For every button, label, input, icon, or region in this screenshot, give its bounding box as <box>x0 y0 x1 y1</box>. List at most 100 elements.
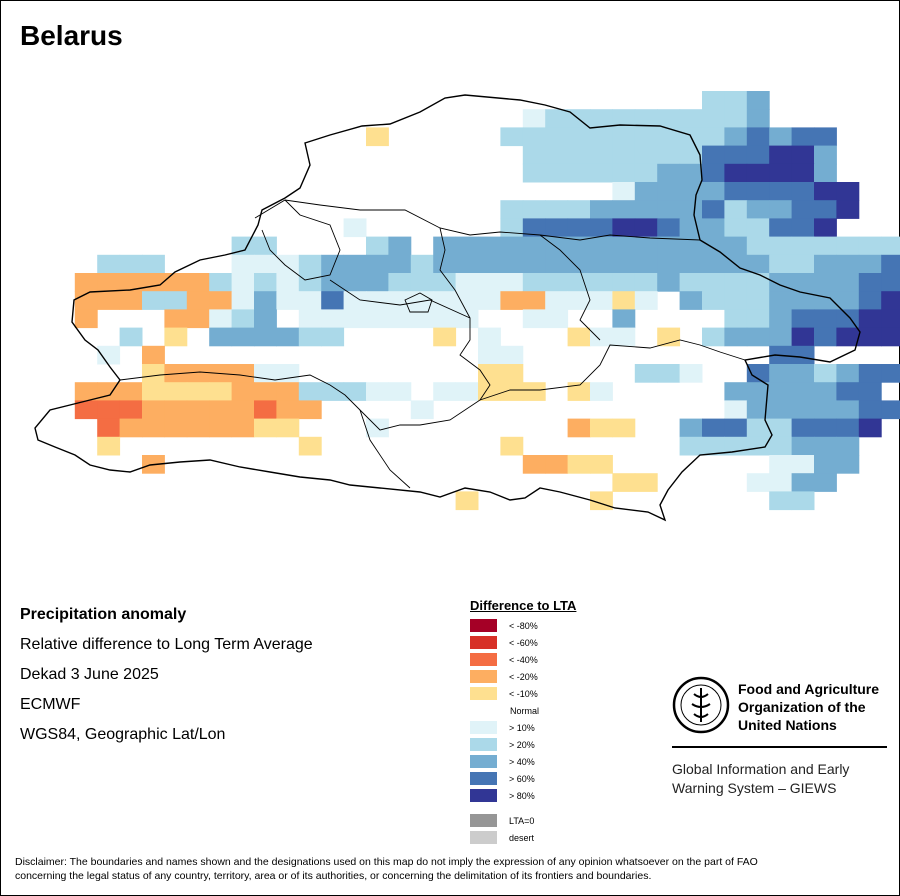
grid-cell <box>702 163 725 183</box>
grid-cell <box>612 327 636 347</box>
grid-cell <box>746 218 770 238</box>
grid-cell <box>410 273 434 292</box>
grid-cell <box>164 309 188 329</box>
grid-cell <box>657 127 681 147</box>
grid-cell <box>858 418 882 438</box>
grid-cell <box>545 127 569 147</box>
info-heading: Precipitation anomaly <box>20 606 187 623</box>
grid-cell <box>814 127 837 147</box>
legend-label: > 80% <box>509 790 535 801</box>
grid-cell <box>612 145 636 165</box>
grid-cell <box>343 309 367 329</box>
grid-cell <box>366 382 389 401</box>
grid-cell <box>186 400 210 420</box>
grid-cell <box>567 254 591 274</box>
grid-cell <box>679 109 703 128</box>
grid-cell <box>702 436 725 456</box>
legend-extra: LTA=0 desert <box>470 812 576 846</box>
grid-cell <box>410 309 434 329</box>
grid-cell <box>455 291 479 310</box>
grid-cell <box>410 400 434 420</box>
grid-cell <box>567 455 591 474</box>
grid-cell <box>74 291 98 310</box>
grid-cell <box>746 364 770 383</box>
grid-cell <box>836 236 860 256</box>
grid-cell <box>545 145 569 165</box>
grid-cell <box>298 254 322 274</box>
grid-cell <box>791 127 815 147</box>
precipitation-anomaly-map[interactable] <box>0 0 900 560</box>
grid-cell <box>74 400 98 420</box>
org-line: Organization of the <box>738 699 866 715</box>
grid-cell <box>724 382 748 401</box>
grid-cell <box>209 382 233 401</box>
grid-cell <box>724 236 748 256</box>
grid-cell <box>634 163 658 183</box>
grid-cell <box>119 418 143 438</box>
legend-item: > 10% <box>470 719 576 736</box>
grid-cell <box>858 364 882 383</box>
grid-cell <box>500 236 524 256</box>
grid-cell <box>679 273 703 292</box>
map-title: Belarus <box>20 20 123 51</box>
grid-cell <box>702 327 725 347</box>
grid-cell <box>679 182 703 201</box>
grid-cell <box>164 418 188 438</box>
grid-cell <box>836 200 860 219</box>
grid-cell <box>702 91 725 110</box>
grid-cell <box>433 273 457 292</box>
grid-cell <box>724 309 748 329</box>
grid-cell <box>769 436 793 456</box>
legend-item: Normal <box>470 702 576 719</box>
grid-cell <box>321 273 345 292</box>
grid-cell <box>791 236 815 256</box>
grid-cell <box>657 109 681 128</box>
grid-cell <box>343 382 367 401</box>
grid-cell <box>522 291 546 310</box>
region-boundary <box>359 409 411 489</box>
grid-cell <box>769 473 793 492</box>
grid-cell <box>702 236 725 256</box>
grid-cell <box>634 200 658 219</box>
grid-cell <box>298 309 322 329</box>
grid-cell <box>769 163 793 183</box>
grid-cell <box>97 400 121 420</box>
grid-cell <box>276 291 300 310</box>
legend-swatch <box>470 755 497 768</box>
grid-cell <box>746 273 770 292</box>
grid-cell <box>612 473 636 492</box>
grid-cell <box>612 109 636 128</box>
grid-cell <box>388 273 412 292</box>
grid-cell <box>366 309 389 329</box>
grid-cell <box>522 382 546 401</box>
grid-cell <box>746 291 770 310</box>
grid-cell <box>746 145 770 165</box>
grid-cell <box>366 236 389 256</box>
grid-cell <box>836 400 860 420</box>
info-line: WGS84, Geographic Lat/Lon <box>20 726 226 743</box>
grid-cell <box>858 327 882 347</box>
grid-cell <box>276 400 300 420</box>
grid-cell <box>545 218 569 238</box>
region-boundary <box>439 227 471 319</box>
grid-cell <box>142 400 165 420</box>
grid-cell <box>814 200 837 219</box>
grid-cell <box>814 163 837 183</box>
grid-cell <box>702 182 725 201</box>
grid-cell <box>746 182 770 201</box>
grid-cell <box>388 236 412 256</box>
grid-cell <box>254 291 277 310</box>
grid-cell <box>657 218 681 238</box>
grid-cell <box>791 382 815 401</box>
grid-cell <box>724 145 748 165</box>
grid-cell <box>836 291 860 310</box>
grid-cell <box>657 182 681 201</box>
grid-cell <box>836 382 860 401</box>
grid-cell <box>567 418 591 438</box>
info-line: Dekad 3 June 2025 <box>20 666 159 683</box>
grid-cell <box>478 291 501 310</box>
grid-cell <box>814 309 837 329</box>
grid-cell <box>724 400 748 420</box>
grid-cell <box>254 400 277 420</box>
grid-cell <box>769 182 793 201</box>
